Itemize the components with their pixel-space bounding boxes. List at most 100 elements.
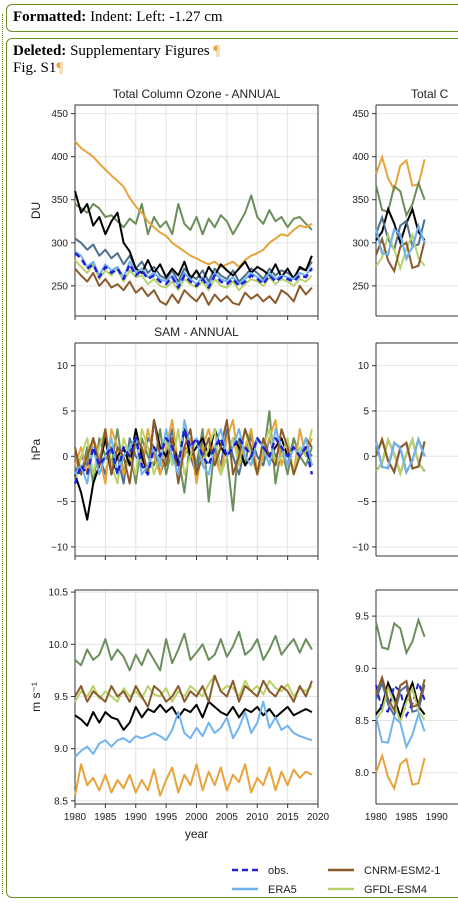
partial-series-line <box>375 752 426 792</box>
y-tick-label: −5 <box>57 497 69 508</box>
series-line-6b8e5a <box>74 194 313 236</box>
y-tick-label: 250 <box>51 281 68 292</box>
series-line-000000 <box>74 190 313 283</box>
series-line-era5 <box>74 250 313 287</box>
partial-series-line <box>375 214 426 253</box>
legend-label: GFDL-ESM4 <box>364 884 427 896</box>
y-tick-label: 9.5 <box>54 692 68 703</box>
partial-series-line <box>375 616 426 656</box>
y-tick-label: 300 <box>352 238 369 249</box>
y-tick-label: 0 <box>363 452 369 463</box>
y-tick-label: −10 <box>51 542 68 553</box>
formatted-comment[interactable]: Formatted: Indent: Left: -1.27 cm <box>6 4 458 32</box>
series-line-era5 <box>74 700 313 758</box>
series-line-obs- <box>73 427 314 484</box>
series-line-e8a33a <box>74 419 313 485</box>
x-tick-label: 2010 <box>246 812 269 823</box>
partial-series-line <box>375 153 426 193</box>
partial-series-line <box>375 436 426 476</box>
series-line-e8a33a <box>74 140 313 268</box>
plot-frame <box>74 589 319 805</box>
y-axis-label: m s⁻¹ <box>29 682 43 712</box>
y-tick-label: 10.0 <box>49 640 69 651</box>
x-tick-label: 2015 <box>277 812 300 823</box>
x-axis-label: year <box>185 827 208 841</box>
series-line-gfdl-esm4 <box>74 674 313 703</box>
partial-series-line <box>375 710 426 750</box>
y-tick-label: 450 <box>51 109 68 120</box>
comment-leader-line <box>2 14 7 894</box>
formatted-label: Formatted: <box>13 9 87 25</box>
y-tick-label: 9.0 <box>355 664 369 675</box>
y-tick-label: 8.5 <box>54 796 68 807</box>
series-line-obs- <box>74 252 313 289</box>
chart-panel-2: −10 −5 0 5 10 SAM - ANNUAL hPa <box>29 325 319 560</box>
y-tick-label: 0 <box>62 452 68 463</box>
x-tick-label: 1990 <box>426 812 449 823</box>
series-line-6b8e5a <box>74 630 313 672</box>
x-tick-label: 2000 <box>185 812 208 823</box>
right-panel-3: 8.0 8.5 9.0 9.5 1980 1985 1990 <box>355 589 458 823</box>
right-panel-1: 250 300 350 400 450 Total C <box>352 87 458 317</box>
series-line-cnrm-esm2-1 <box>74 674 313 708</box>
x-tick-label: 2020 <box>307 812 330 823</box>
x-tick-label: 1995 <box>155 812 178 823</box>
partial-series-line <box>375 436 426 477</box>
pilcrow-mark: ¶ <box>56 60 64 76</box>
y-tick-label: 8.0 <box>355 768 369 779</box>
x-tick-label: 1985 <box>395 812 418 823</box>
partial-series-line <box>375 674 426 713</box>
legend-label: ERA5 <box>268 884 297 896</box>
legend: obs. CNRM-ESM2-1 ERA5 GFDL-ESM4 <box>232 865 440 896</box>
legend-label: CNRM-ESM2-1 <box>364 865 440 877</box>
y-axis-label: DU <box>29 202 43 219</box>
x-tick-label: 2005 <box>216 812 239 823</box>
chart-title: Total C <box>411 87 449 101</box>
fig-label: Fig. S1 <box>13 60 57 76</box>
series-line-cnrm-esm2-1 <box>74 267 313 306</box>
plot-frame <box>74 104 319 317</box>
deleted-label: Deleted: <box>13 43 67 59</box>
series-line-4f6f8f <box>74 237 313 283</box>
y-tick-label: 450 <box>352 109 369 120</box>
y-tick-label: −5 <box>358 497 370 508</box>
chart-title: Total Column Ozone - ANNUAL <box>113 87 281 101</box>
partial-series-line <box>375 679 426 719</box>
pilcrow-mark: ¶ <box>213 43 221 59</box>
series-line-000000 <box>74 700 313 731</box>
chart-panel-1: 250 300 350 400 450 Total Column Ozone - ANNU… <box>29 87 319 320</box>
y-tick-label: 5 <box>62 406 68 417</box>
x-tick-label: 1990 <box>125 812 148 823</box>
y-tick-label: 5 <box>363 406 369 417</box>
partial-series-line <box>375 235 426 274</box>
y-tick-label: −10 <box>352 542 369 553</box>
y-tick-label: 8.5 <box>355 716 369 727</box>
deleted-text: Supplementary Figures <box>70 43 210 59</box>
formatted-text: Indent: Left: -1.27 cm <box>90 9 223 25</box>
partial-series-line <box>375 222 426 262</box>
legend-label: obs. <box>268 865 289 877</box>
partial-series-line <box>375 679 426 721</box>
y-tick-label: 300 <box>51 238 68 249</box>
x-tick-label: 1980 <box>64 812 87 823</box>
y-tick-label: 10 <box>57 361 69 372</box>
y-tick-label: 250 <box>352 281 369 292</box>
series-line-e8a33a <box>74 763 313 797</box>
y-axis-label: hPa <box>29 439 43 461</box>
y-tick-label: 10 <box>358 361 370 372</box>
y-tick-label: 9.5 <box>355 612 369 623</box>
right-panel-2: −10 −5 0 5 10 <box>352 342 458 557</box>
partial-series-line <box>375 179 426 219</box>
y-tick-label: 10.5 <box>49 588 69 599</box>
x-tick-label: 1980 <box>365 812 388 823</box>
x-tick-label: 1985 <box>94 812 117 823</box>
chart-panel-3: 8.5 9.0 9.5 10.0 10.5 m s⁻¹ 1980 1985 1990 1995 20… <box>29 588 330 841</box>
y-tick-label: 350 <box>352 195 369 206</box>
y-tick-label: 400 <box>352 152 369 163</box>
y-tick-label: 9.0 <box>54 744 68 755</box>
y-tick-label: 400 <box>51 152 68 163</box>
chart-title: SAM - ANNUAL <box>154 325 239 339</box>
partial-series-line <box>375 231 426 272</box>
y-tick-label: 350 <box>51 195 68 206</box>
